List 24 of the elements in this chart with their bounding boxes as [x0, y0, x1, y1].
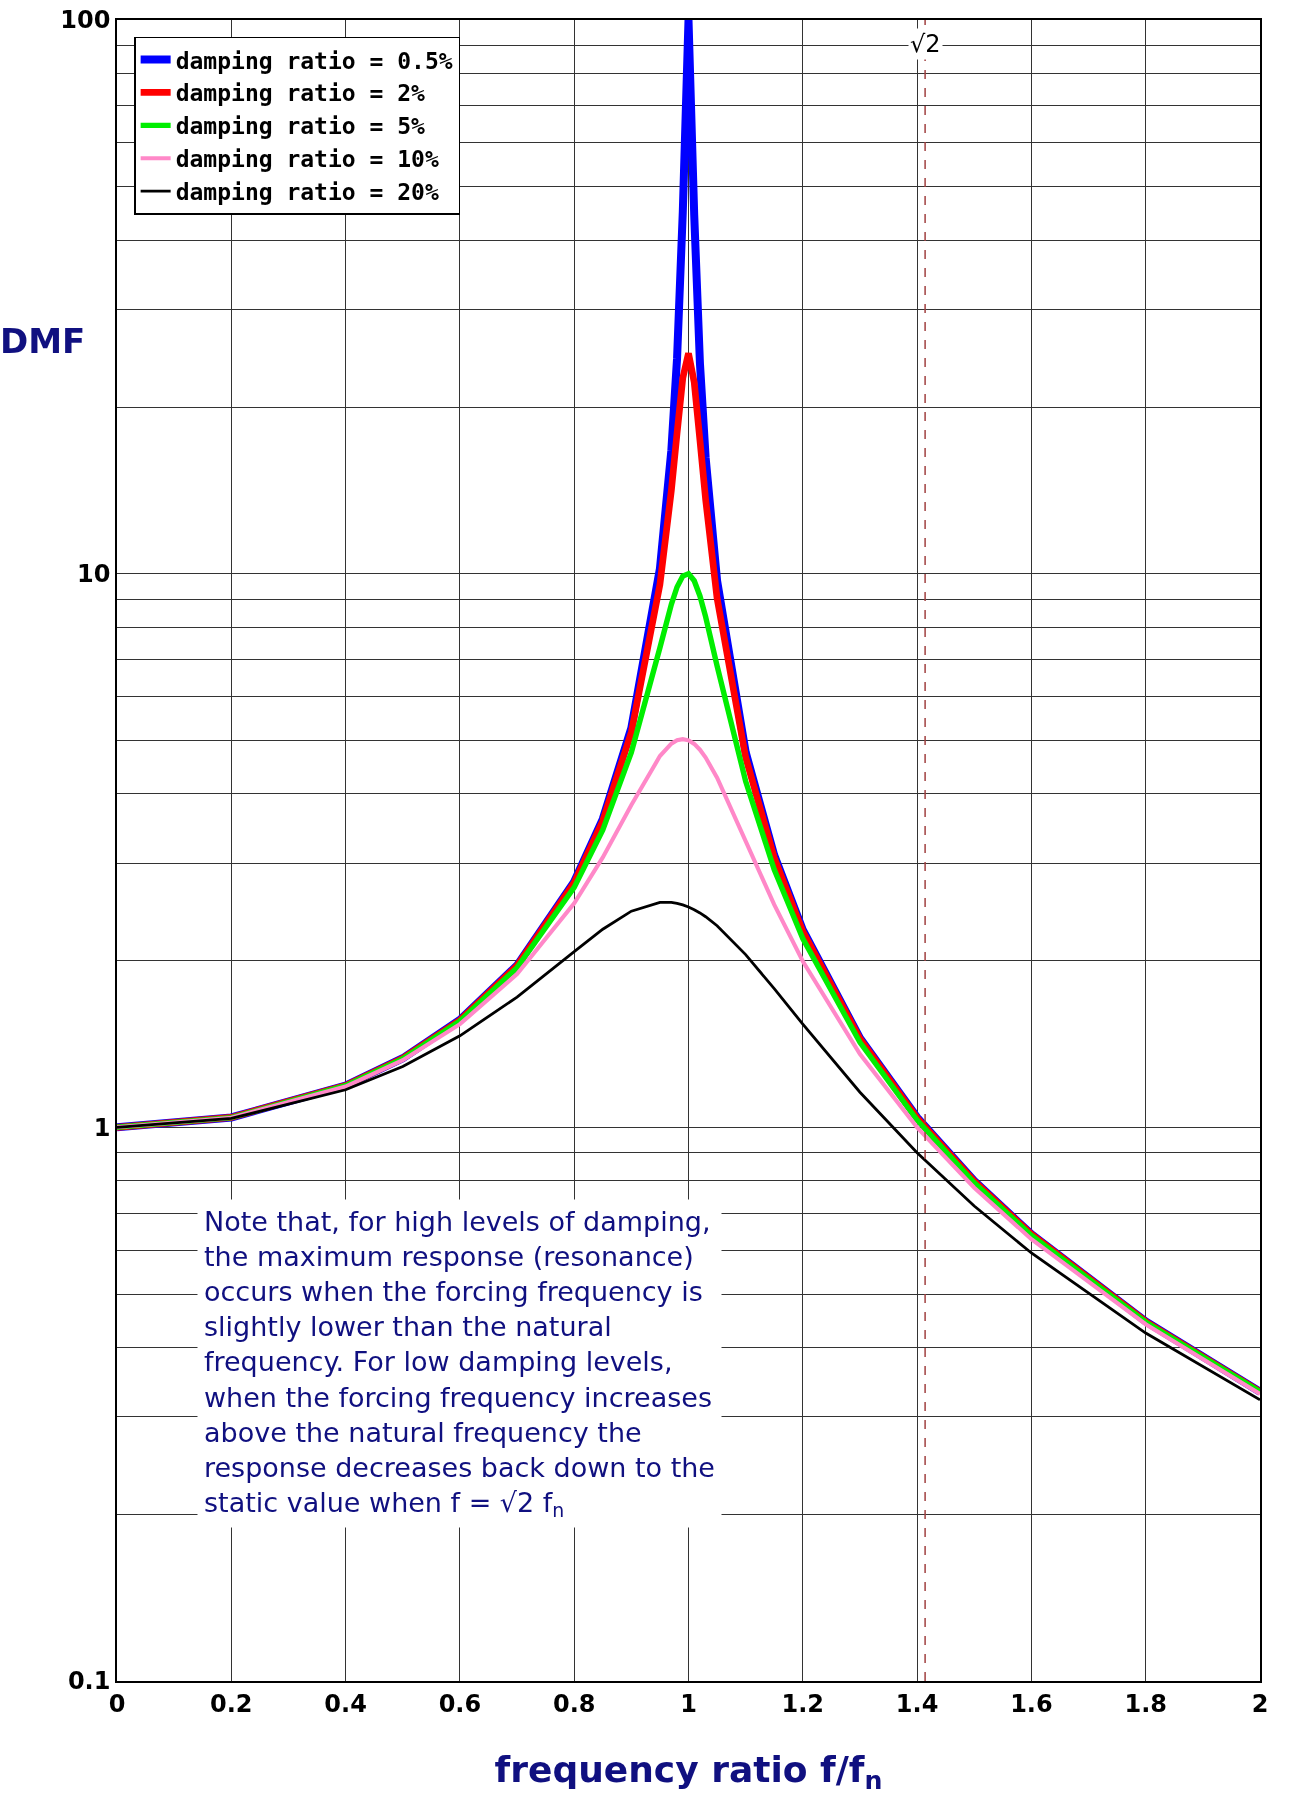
x-tick-label: 1.8 — [1124, 1689, 1167, 1718]
legend-label: damping ratio = 5% — [175, 113, 426, 140]
y-tick-label: 100 — [60, 6, 111, 35]
text: Note that, for high levels of damping, the maximum response (resonance) occurs when the forcing frequency is slightly lower than the natural frequency. For low damping levels, when the forcing frequency increases above the natural frequency the response decreases back down to the static value when f = √2 f$_{n}$ — [204, 1206, 715, 1522]
x-axis-title: frequency ratio f/f$_{n}$ — [494, 1748, 883, 1796]
x-tick-label: 0 — [108, 1689, 126, 1718]
x-tick-label: 1.2 — [781, 1689, 825, 1718]
x-tick-label: 0.4 — [324, 1689, 367, 1718]
x-tick-label: 2 — [1251, 1689, 1269, 1718]
legend-label: damping ratio = 10% — [175, 146, 439, 173]
y-tick-label: 1 — [93, 1113, 111, 1142]
x-tick-label: 0.2 — [210, 1689, 253, 1718]
x-tick-label: 1 — [680, 1689, 697, 1718]
legend-label: damping ratio = 0.5% — [175, 47, 453, 74]
x-tick-label: 1.6 — [1010, 1689, 1053, 1718]
x-tick-label: 0.8 — [552, 1689, 596, 1718]
y-axis-title: DMF — [0, 321, 86, 361]
legend-label: damping ratio = 2% — [175, 80, 426, 107]
x-tick-label: 1.4 — [895, 1689, 939, 1718]
legend-label: damping ratio = 20% — [175, 179, 439, 206]
y-tick-label: 10 — [77, 560, 111, 589]
x-tick-label: 0.6 — [438, 1689, 482, 1718]
ref-line-label: √2 — [910, 30, 941, 58]
y-tick-label: 0.1 — [67, 1667, 111, 1696]
